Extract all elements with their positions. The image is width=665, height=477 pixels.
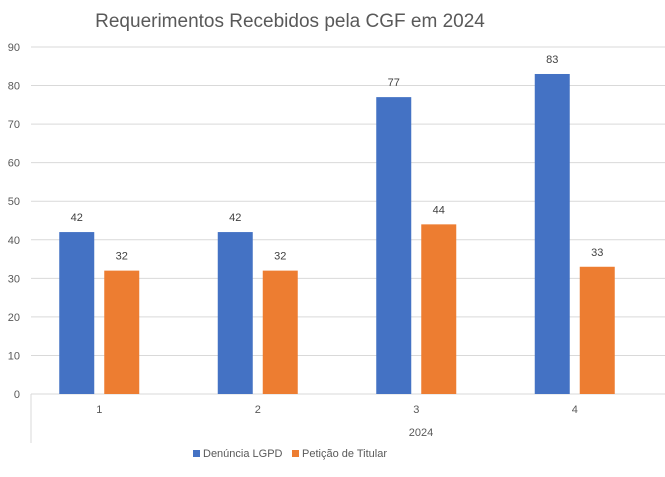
x-tick-label: 3 (413, 404, 419, 416)
data-label: 42 (71, 212, 83, 224)
y-tick-label: 30 (8, 273, 20, 285)
legend: Denúncia LGPD Petição de Titular (193, 448, 387, 460)
x-tick-label: 4 (572, 404, 578, 416)
x-tick-label: 2 (255, 404, 261, 416)
legend-label: Denúncia LGPD (203, 448, 283, 460)
bar (59, 232, 95, 394)
bar (217, 232, 253, 394)
bar (421, 224, 457, 394)
y-tick-label: 10 (8, 350, 20, 362)
bar (534, 73, 570, 394)
x-axis-group-label: 2024 (409, 427, 433, 439)
data-label: 33 (591, 247, 603, 259)
bar (262, 270, 298, 394)
bars (59, 73, 615, 394)
data-label: 32 (274, 251, 286, 263)
bar (579, 266, 615, 394)
legend-swatch (292, 450, 299, 457)
y-axis: 0 10 20 30 40 50 60 70 80 90 (8, 42, 20, 401)
data-label: 83 (546, 54, 558, 66)
y-tick-label: 40 (8, 235, 20, 247)
legend-label: Petição de Titular (302, 448, 387, 460)
x-axis: 2024 1 2 3 4 (30, 394, 578, 443)
y-tick-label: 90 (8, 42, 20, 54)
y-tick-label: 60 (8, 158, 20, 170)
y-tick-label: 70 (8, 119, 20, 131)
data-label: 44 (433, 204, 445, 216)
chart-title: Requerimentos Recebidos pela CGF em 2024 (95, 11, 485, 32)
data-label: 42 (229, 212, 241, 224)
y-tick-label: 0 (14, 389, 20, 401)
data-label: 32 (116, 251, 128, 263)
bar (104, 270, 140, 394)
y-tick-label: 80 (8, 81, 20, 93)
bar (376, 97, 412, 394)
data-labels: 42 42 77 83 32 32 44 33 (71, 54, 604, 263)
data-label: 77 (388, 77, 400, 89)
legend-swatch (193, 450, 200, 457)
y-tick-label: 20 (8, 312, 20, 324)
x-tick-label: 1 (96, 404, 102, 416)
y-tick-label: 50 (8, 196, 20, 208)
